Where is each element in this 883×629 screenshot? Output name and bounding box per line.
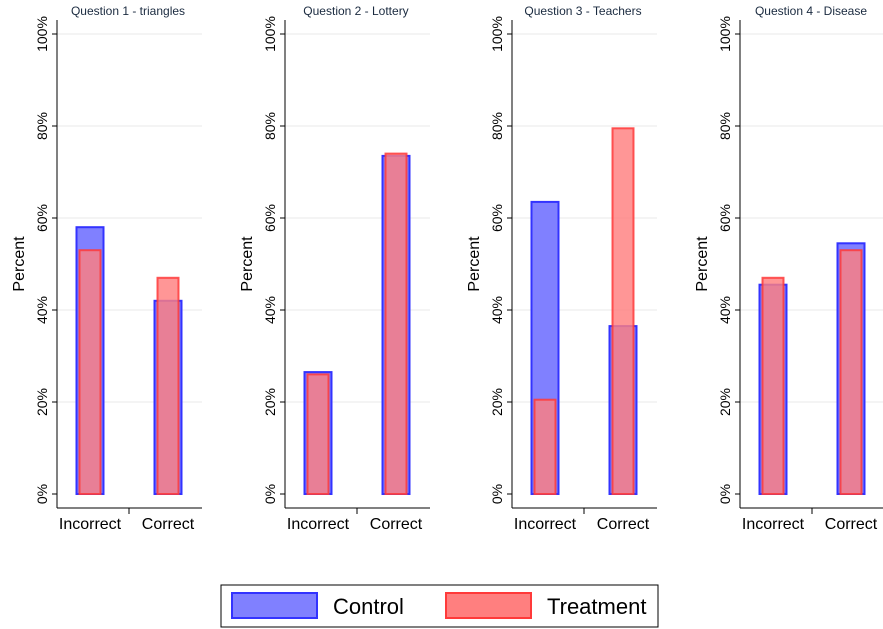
bar-treatment <box>78 249 102 495</box>
y-axis-label: Percent <box>694 236 711 292</box>
x-category-label: Correct <box>597 516 650 533</box>
y-tick-label: 100% <box>34 16 50 52</box>
y-axis-label: Percent <box>466 236 483 292</box>
y-tick-label: 20% <box>489 388 505 416</box>
y-axis-label: Percent <box>11 236 28 292</box>
x-category-label: Correct <box>825 516 878 533</box>
bar-treatment <box>306 373 330 495</box>
bar-treatment <box>611 127 635 496</box>
panel-2: Question 2 - Lottery 0% 20% 40% 60% 80% 100% Pe… <box>239 4 430 533</box>
y-tick-label: 60% <box>262 204 278 232</box>
legend-swatch-treatment <box>445 592 532 619</box>
legend-label-control: Control <box>333 594 404 619</box>
y-tick-label: 100% <box>717 16 733 52</box>
bar-treatment <box>761 276 785 495</box>
x-category-label: Incorrect <box>742 516 805 533</box>
y-tick-label: 100% <box>489 16 505 52</box>
y-tick-label: 40% <box>34 296 50 324</box>
x-category-label: Incorrect <box>59 516 122 533</box>
y-tick-label: 60% <box>34 204 50 232</box>
y-tick-label: 20% <box>262 388 278 416</box>
panel-title: Question 2 - Lottery <box>303 4 408 18</box>
bar-treatment <box>384 152 408 495</box>
y-axis-label: Percent <box>239 236 256 292</box>
y-tick-label: 0% <box>489 484 505 504</box>
x-category-label: Incorrect <box>287 516 350 533</box>
y-tick-label: 0% <box>717 484 733 504</box>
panel-3: Question 3 - Teachers 0% 20% 40% 60% 80% 100% P… <box>466 4 657 533</box>
panel-title: Question 4 - Disease <box>755 4 867 18</box>
panel-title: Question 3 - Teachers <box>524 4 641 18</box>
bar-treatment <box>839 249 863 495</box>
legend-swatch-control <box>231 592 318 619</box>
y-tick-label: 40% <box>717 296 733 324</box>
x-category-label: Correct <box>370 516 423 533</box>
y-tick-label: 80% <box>262 112 278 140</box>
y-tick-label: 20% <box>34 388 50 416</box>
panel-4: Question 4 - Disease 0% 20% 40% 60% 80% 100% Pe… <box>694 4 883 533</box>
x-category-label: Incorrect <box>514 516 577 533</box>
bar-treatment <box>533 398 557 496</box>
y-tick-label: 0% <box>34 484 50 504</box>
y-tick-label: 80% <box>717 112 733 140</box>
legend-label-treatment: Treatment <box>547 594 646 619</box>
y-tick-label: 60% <box>489 204 505 232</box>
y-tick-label: 100% <box>262 16 278 52</box>
bar-treatment <box>156 276 180 495</box>
chart-legend: Control Treatment <box>220 584 659 628</box>
y-tick-label: 20% <box>717 388 733 416</box>
y-tick-label: 80% <box>489 112 505 140</box>
y-tick-label: 60% <box>717 204 733 232</box>
chart-panels: Question 1 - triangles 0% 20% 40% 60% 80% 100%… <box>11 4 883 533</box>
panel-1: Question 1 - triangles 0% 20% 40% 60% 80% 100%… <box>11 4 202 533</box>
y-tick-label: 40% <box>262 296 278 324</box>
panel-title: Question 1 - triangles <box>71 4 185 18</box>
y-tick-label: 0% <box>262 484 278 504</box>
x-category-label: Correct <box>142 516 195 533</box>
y-tick-label: 80% <box>34 112 50 140</box>
y-tick-label: 40% <box>489 296 505 324</box>
